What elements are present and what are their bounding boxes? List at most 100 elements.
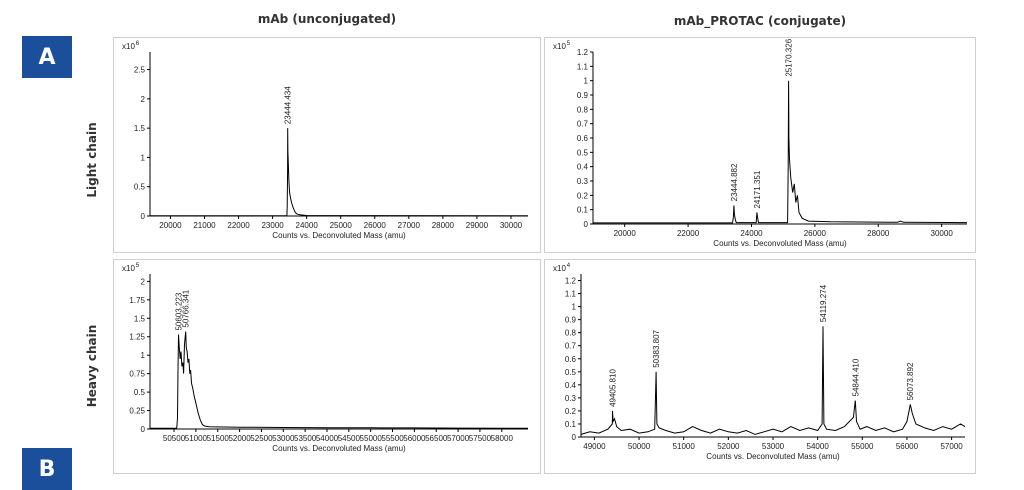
x-tick-label: 27000 (398, 221, 421, 230)
y-tick-label: 0.9 (577, 91, 589, 100)
y-tick-label: 0.5 (134, 388, 146, 397)
chart-light-conjugate: x10 5 0 0.1 0.2 0.3 0.4 0.5 0.6 0.7 0.8 0.9 1 1.1 1.2 2… (553, 38, 968, 248)
y-tick-label: 0.5 (134, 183, 146, 192)
x-tick-label: 51500 (207, 434, 230, 443)
x-tick-label: 54000 (316, 434, 339, 443)
y-tick-label: 0.5 (565, 368, 577, 377)
x-tick-label: 50500 (163, 434, 186, 443)
y-tick-label: 1.75 (129, 296, 145, 305)
peak-label: 54119.274 (819, 284, 828, 322)
x-tick-label: 57000 (447, 434, 470, 443)
y-scale-exponent: 4 (567, 263, 571, 269)
y-tick-label: 0.1 (577, 206, 589, 215)
y-tick-label: 0.3 (565, 394, 577, 403)
y-tick-label: 0.2 (577, 191, 589, 200)
chart-light-unconjugated: x10 6 0 0.5 1 1.5 2 2.5 20000 21000 22000 23000 2400… (122, 41, 529, 240)
y-tick-label: 1.2 (577, 48, 589, 57)
x-tick-label: 20000 (159, 221, 182, 230)
x-tick-label: 50000 (628, 442, 651, 451)
x-axis-label: Counts vs. Deconvoluted Mass (amu) (272, 231, 406, 240)
spectrum-trace (580, 326, 966, 435)
panel-badge-a: A (22, 36, 72, 78)
chart-panel-heavy-conjugate: x10 4 0 0.1 0.2 0.3 0.4 0.5 0.6 0.7 0.8 0.9 1 1.1 1.2 4… (544, 259, 976, 474)
peak-label: 50383.807 (652, 329, 661, 367)
y-tick-label: 1.5 (134, 124, 146, 133)
column-title-conjugate: mAb_PROTAC (conjugate) (673, 14, 847, 28)
y-tick-label: 2.5 (134, 66, 146, 75)
y-tick-label: 0.6 (577, 134, 589, 143)
y-scale-label: x10 (553, 42, 566, 51)
x-tick-label: 52500 (250, 434, 273, 443)
x-tick-label: 21000 (193, 221, 216, 230)
x-tick-label: 57500 (469, 434, 492, 443)
x-tick-label: 20000 (614, 229, 637, 238)
y-tick-label: 1.2 (565, 277, 577, 286)
y-tick-label: 1 (584, 77, 589, 86)
x-axis-label: Counts vs. Deconvoluted Mass (amu) (713, 239, 847, 248)
row-label-light-chain: Light chain (85, 122, 99, 198)
x-tick-label: 28000 (432, 221, 455, 230)
peak-label: 50603.223 (175, 292, 184, 330)
x-tick-label: 56000 (403, 434, 426, 443)
y-tick-label: 0.6 (565, 355, 577, 364)
x-tick-label: 55000 (851, 442, 874, 451)
peak-label: 23444.882 (730, 163, 739, 201)
peak-label: 23444.434 (284, 86, 293, 124)
x-tick-label: 28000 (867, 229, 890, 238)
x-tick-label: 25000 (330, 221, 353, 230)
y-tick-label: 0 (584, 220, 589, 229)
y-scale-label: x10 (122, 264, 135, 273)
x-tick-label: 58000 (491, 434, 514, 443)
y-tick-label: 0 (141, 425, 146, 434)
y-tick-label: 0.1 (565, 420, 577, 429)
y-scale-exponent: 5 (136, 263, 140, 269)
x-tick-label: 55500 (381, 434, 404, 443)
y-scale-label: x10 (553, 264, 566, 273)
spectrum-trace (150, 331, 529, 429)
y-tick-label: 0.3 (577, 177, 589, 186)
x-tick-label: 24000 (296, 221, 319, 230)
chart-heavy-conjugate: x10 4 0 0.1 0.2 0.3 0.4 0.5 0.6 0.7 0.8 0.9 1 1.1 1.2 4… (553, 263, 966, 461)
column-title-unconjugated: mAb (unconjugated) (257, 12, 397, 26)
y-tick-label: 1 (141, 153, 146, 162)
y-tick-label: 1.1 (577, 62, 589, 71)
x-tick-label: 52000 (228, 434, 251, 443)
x-tick-label: 24000 (740, 229, 763, 238)
panel-badge-b: B (22, 448, 72, 490)
x-tick-label: 26000 (804, 229, 827, 238)
peak-label: 49405.810 (609, 369, 618, 407)
x-tick-label: 51000 (673, 442, 696, 451)
y-tick-label: 0.8 (577, 105, 589, 114)
x-tick-label: 23000 (261, 221, 284, 230)
x-tick-label: 30000 (500, 221, 523, 230)
x-tick-label: 22000 (677, 229, 700, 238)
y-tick-label: 0.8 (565, 329, 577, 338)
y-tick-label: 1 (572, 303, 577, 312)
x-axis-label: Counts vs. Deconvoluted Mass (amu) (706, 452, 840, 461)
x-tick-label: 54500 (338, 434, 361, 443)
peak-label: 25170.326 (785, 38, 794, 76)
chart-panel-heavy-unconjugated: x10 5 0 0.25 0.5 0.75 1 1.25 1.5 1.75 2 50500 51000 5… (113, 259, 541, 474)
x-axis-label: Counts vs. Deconvoluted Mass (amu) (272, 444, 406, 453)
peak-label: 50766.341 (182, 289, 191, 327)
x-tick-label: 53500 (294, 434, 317, 443)
y-scale-label: x10 (122, 42, 135, 51)
y-tick-label: 0.75 (129, 370, 145, 379)
x-tick-label: 22000 (227, 221, 250, 230)
y-scale-exponent: 6 (136, 41, 140, 47)
x-tick-label: 55000 (360, 434, 383, 443)
x-tick-label: 57000 (940, 442, 963, 451)
y-tick-label: 0 (141, 212, 146, 221)
chart-panel-light-unconjugated: x10 6 0 0.5 1 1.5 2 2.5 20000 21000 22000 23000 2400… (113, 37, 541, 253)
y-tick-label: 0.25 (129, 407, 145, 416)
y-tick-label: 2 (141, 277, 146, 286)
y-tick-label: 1 (141, 351, 146, 360)
y-tick-label: 0.9 (565, 316, 577, 325)
x-tick-label: 29000 (466, 221, 489, 230)
y-tick-label: 0.4 (577, 163, 589, 172)
x-tick-label: 49000 (583, 442, 606, 451)
x-tick-label: 53000 (272, 434, 295, 443)
x-tick-label: 30000 (931, 229, 954, 238)
peak-label: 24171.351 (753, 170, 762, 208)
